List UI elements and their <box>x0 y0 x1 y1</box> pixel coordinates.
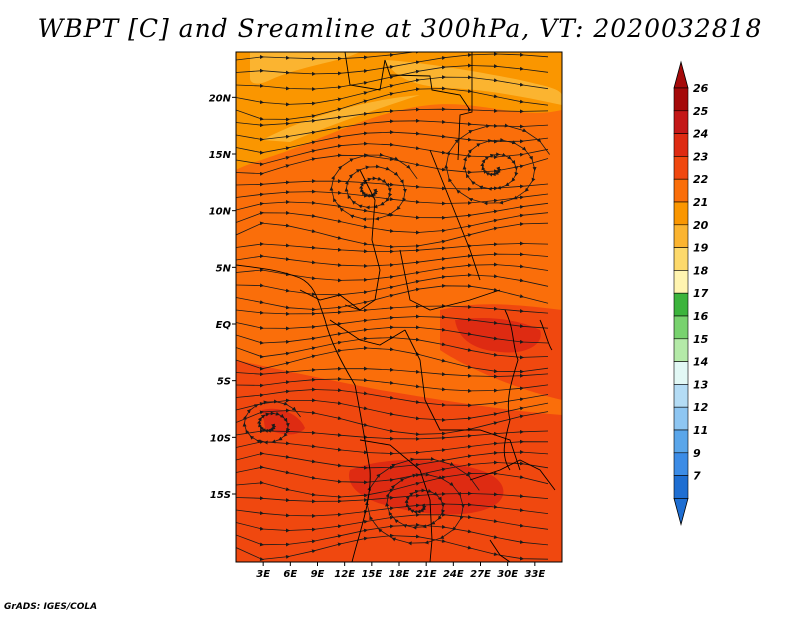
colorbar-segment <box>673 338 689 362</box>
colorbar-segment <box>673 270 689 294</box>
lon-label: 12E <box>334 569 355 580</box>
colorbar-label: 25 <box>693 105 709 118</box>
colorbar-segment <box>673 133 689 157</box>
colorbar-label: 9 <box>693 447 701 460</box>
colorbar-segment <box>673 315 689 340</box>
lon-axis: 3E 6E 9E 12E 15E 18E 21E 24E 27E 30E 33E <box>256 562 545 580</box>
colorbar-segment <box>673 475 689 499</box>
colorbar-bottom-arrow <box>673 498 689 526</box>
lon-label: 18E <box>389 569 410 580</box>
colorbar-label: 21 <box>693 196 708 209</box>
vortex <box>329 152 418 222</box>
colorbar-segment <box>673 156 689 180</box>
lat-label: 5N <box>216 263 232 274</box>
lon-label: 6E <box>283 569 297 580</box>
colorbar-segment <box>673 247 689 271</box>
colorbar-label: 18 <box>693 264 709 277</box>
colorbar-segment <box>673 201 689 226</box>
colorbar-top-arrow <box>673 60 689 89</box>
lon-label: 27E <box>470 569 491 580</box>
wbpt-field <box>236 52 562 562</box>
vortex <box>444 123 550 206</box>
colorbar-label: 15 <box>693 333 709 346</box>
lon-label: 9E <box>311 569 325 580</box>
lat-label: 20N <box>209 93 232 104</box>
country-borders <box>236 52 556 562</box>
colorbar-label: 12 <box>693 401 709 414</box>
colorbar-segment <box>673 292 689 317</box>
lon-label: 33E <box>524 569 545 580</box>
lat-label: 10N <box>209 207 232 218</box>
chart-title: WBPT [C] and Sreamline at 300hPa, VT: 20… <box>37 14 763 43</box>
vortex <box>242 399 301 445</box>
colorbar-label: 13 <box>693 378 709 391</box>
lat-axis: 20N 15N 10N 5N EQ 5S 10S 15S <box>209 93 236 501</box>
lon-label: 15E <box>361 569 382 580</box>
colorbar-label: 19 <box>693 242 709 255</box>
colorbar-segment <box>673 361 689 385</box>
colorbar-label: 20 <box>693 219 709 232</box>
colorbar-label: 14 <box>693 356 708 369</box>
colorbar: 26 25 24 23 22 21 20 19 18 17 16 15 14 13 12 11 9 7 <box>673 60 709 526</box>
colorbar-segment <box>673 452 689 476</box>
colorbar-segment <box>673 110 689 134</box>
colorbar-segment <box>673 384 689 408</box>
grads-credit: GrADS: IGES/COLA <box>4 602 98 612</box>
colorbar-label: 26 <box>693 82 709 95</box>
colorbar-label: 16 <box>693 310 709 323</box>
lon-label: 30E <box>497 569 518 580</box>
colorbar-label: 17 <box>693 287 709 300</box>
colorbar-label: 11 <box>693 424 708 437</box>
lon-label: 3E <box>256 569 270 580</box>
colorbar-segment <box>673 87 689 112</box>
streamline <box>236 241 549 254</box>
colorbar-segment <box>673 429 689 454</box>
lat-label: 15S <box>210 490 231 501</box>
colorbar-segment <box>673 406 689 431</box>
lat-label: 10S <box>210 433 231 444</box>
lat-label: 5S <box>217 377 231 388</box>
colorbar-label: 22 <box>693 173 709 186</box>
streamlines <box>236 52 550 562</box>
colorbar-label: 23 <box>693 150 709 163</box>
lon-label: 24E <box>443 569 464 580</box>
colorbar-label: 24 <box>693 128 708 141</box>
lon-label: 21E <box>416 569 437 580</box>
vortex <box>364 456 480 546</box>
colorbar-segment <box>673 224 689 248</box>
streamline <box>236 366 549 379</box>
lat-label: 15N <box>209 150 232 161</box>
colorbar-label: 7 <box>693 470 701 483</box>
lat-label: EQ <box>216 320 232 331</box>
streamline <box>236 303 549 316</box>
colorbar-segment <box>673 178 689 203</box>
